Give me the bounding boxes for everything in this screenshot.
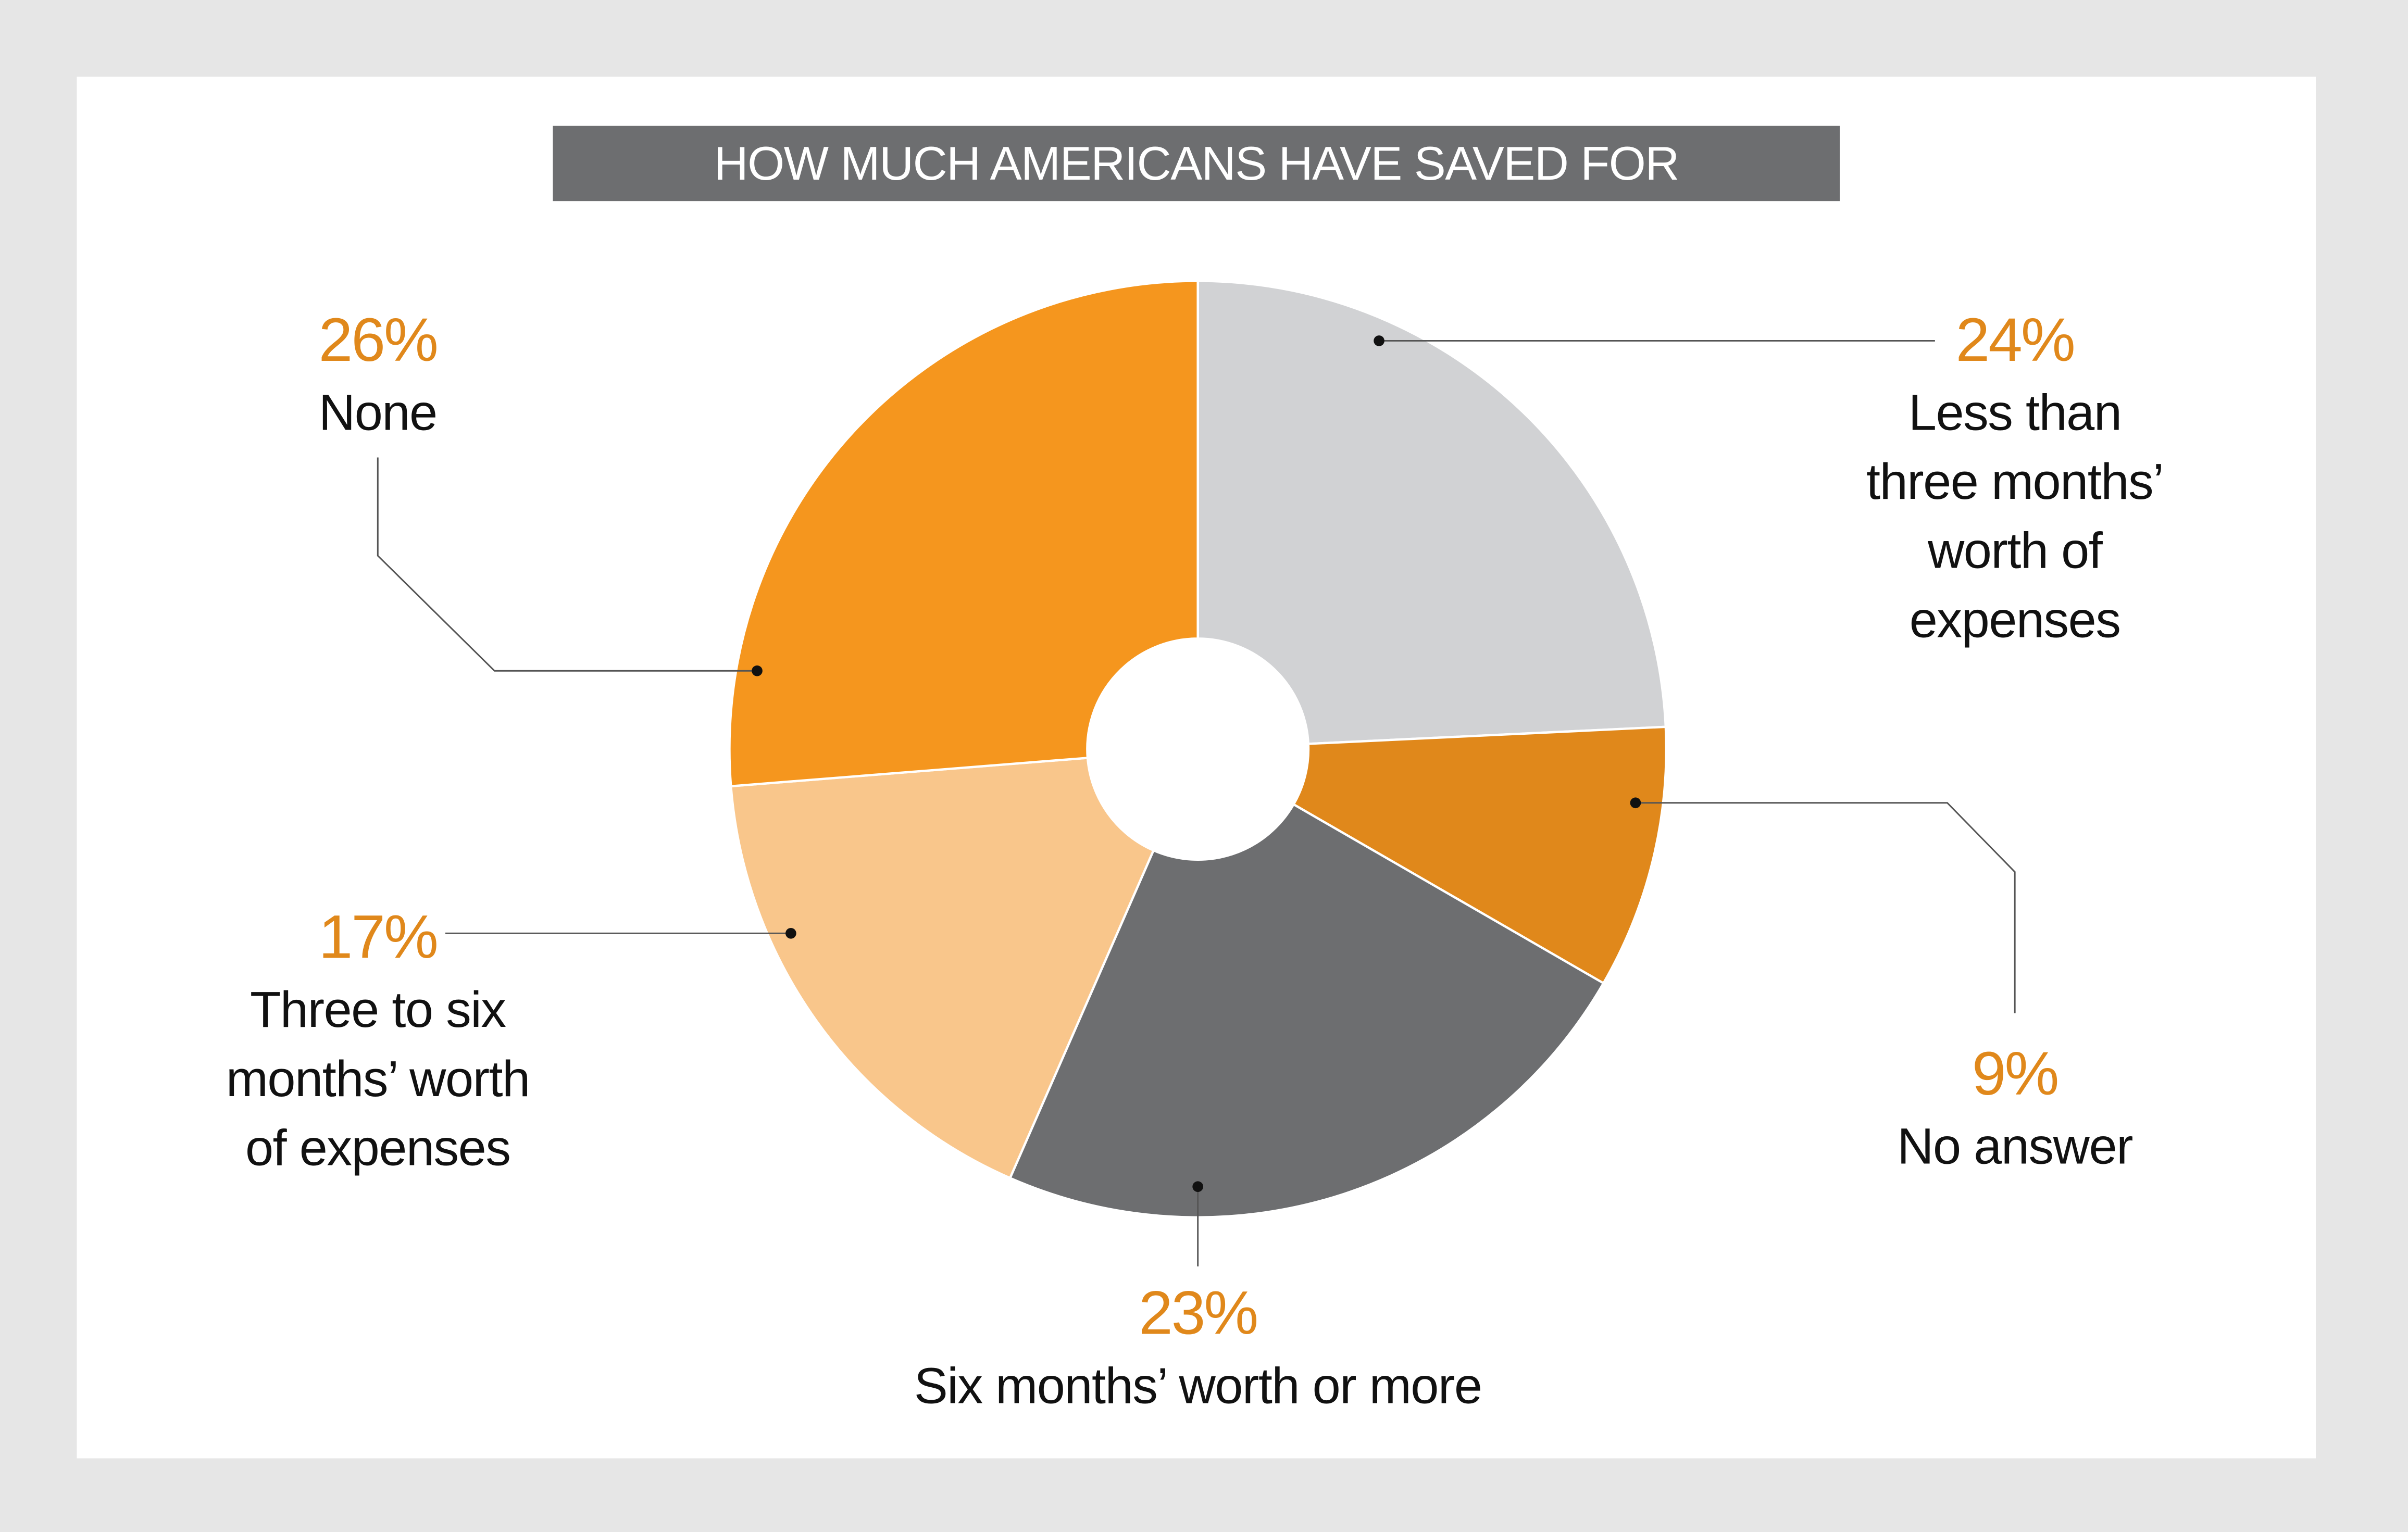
leader-dot <box>1630 797 1641 809</box>
category-label: None <box>318 383 438 441</box>
pie-slice <box>729 757 1155 1180</box>
leader-line <box>377 457 757 672</box>
pie-slice <box>1292 725 1668 985</box>
pie-slice <box>1008 802 1605 1219</box>
leaders <box>377 340 2016 1267</box>
data-label: 23% <box>1139 1280 1258 1348</box>
data-label: 26% <box>318 307 439 375</box>
data-label: 24% <box>1955 307 2076 375</box>
pie-slice <box>728 280 1199 788</box>
data-label: 9% <box>1972 1040 2060 1109</box>
category-label: Less than three months’ worth of expense… <box>1866 383 2164 648</box>
leader-dot <box>1192 1181 1203 1192</box>
leader-dots <box>752 335 1641 1192</box>
category-label: Six months’ worth or more <box>914 1357 1482 1414</box>
chart-title: HOW MUCH AMERICANS HAVE SAVED FOR EMERGE… <box>553 125 1840 266</box>
leader-dot <box>785 928 796 939</box>
data-label: 17% <box>318 904 439 972</box>
pie-slice <box>1196 280 1667 745</box>
category-label: No answer <box>1897 1117 2133 1175</box>
leader-dot <box>752 665 763 676</box>
leader-line <box>1635 802 2016 1013</box>
category-label: Three to six months’ worth of expenses <box>226 981 530 1176</box>
leader-dot <box>1374 335 1384 346</box>
